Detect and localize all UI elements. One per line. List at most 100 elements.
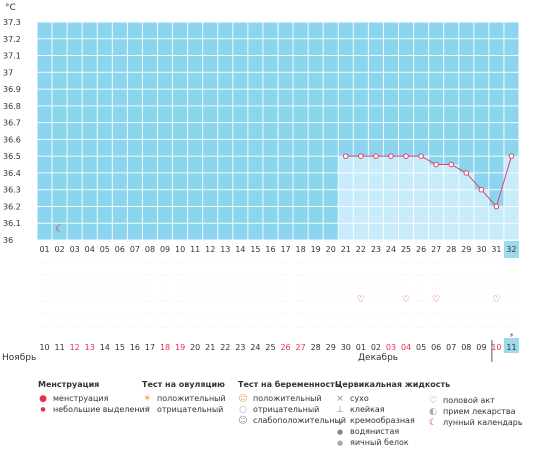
- y-tick-label: 36.9: [3, 85, 21, 94]
- y-tick-label: 37: [3, 68, 13, 77]
- chart-legend: Менструация ● менструация ● небольшие выде…: [38, 380, 548, 466]
- cycle-day-label: 28: [446, 245, 456, 254]
- y-tick-label: 36.7: [3, 119, 21, 128]
- date-label: 27: [296, 343, 306, 352]
- legend-item: лунный календарь: [443, 418, 523, 427]
- date-label: 24: [250, 343, 260, 352]
- y-tick-label: 37.2: [3, 35, 21, 44]
- month-label-november: Ноябрь: [2, 353, 37, 363]
- sun-icon: ☀: [142, 393, 152, 404]
- legend-item: водянистая: [350, 427, 400, 436]
- cycle-day-label: 02: [55, 245, 65, 254]
- cycle-day-label: 16: [265, 245, 275, 254]
- temperature-point: [418, 153, 424, 159]
- temperature-point: [433, 161, 439, 168]
- date-label: 10: [39, 343, 49, 352]
- date-label: 11: [506, 343, 516, 352]
- date-label: 12: [70, 343, 80, 352]
- y-tick-label: 36.1: [3, 219, 21, 228]
- date-label: 10: [491, 343, 501, 352]
- date-label: 04: [401, 343, 411, 352]
- y-tick-label: 37.3: [3, 18, 21, 27]
- legend-pregnancy: Тест на беременность ☺ положительный ○ отр…: [238, 380, 346, 426]
- temperature-point: [373, 153, 379, 159]
- temperature-point: [478, 186, 485, 193]
- circle-icon: ○: [239, 404, 247, 415]
- cross-icon: ×: [336, 393, 344, 404]
- cycle-day-label: 14: [235, 245, 245, 254]
- cycle-day-label: 08: [145, 245, 155, 254]
- intercourse-marker: ♡: [402, 295, 410, 305]
- legend-cervical: Цервикальная жидкость × сухо ⊥ клейкая ❟ кр…: [335, 380, 450, 448]
- temperature-bar: [428, 164, 444, 240]
- cycle-day-label: 15: [250, 245, 260, 254]
- grey-sun-icon: ☀: [142, 404, 152, 415]
- date-label: 07: [446, 343, 456, 352]
- cycle-day-label: 31: [491, 245, 501, 254]
- date-label: 06: [431, 343, 441, 352]
- temperature-point: [448, 161, 455, 168]
- pill-icon: ◐: [429, 406, 437, 417]
- egg-white-icon: ●: [336, 438, 344, 447]
- legend-pregnancy-title: Тест на беременность: [238, 380, 340, 389]
- date-label: 16: [130, 343, 140, 352]
- cycle-day-label: 29: [461, 245, 471, 254]
- date-label: 18: [160, 343, 170, 352]
- lunar-calendar-marker: ☾: [55, 224, 64, 235]
- y-tick-label: 37.1: [3, 52, 21, 61]
- cycle-day-label: 12: [205, 245, 215, 254]
- temperature-bar: [473, 189, 489, 240]
- legend-menstruation: Менструация ● менструация ● небольшие выде…: [38, 380, 150, 415]
- current-date-highlight: [503, 338, 519, 353]
- cycle-day-label: 25: [401, 245, 411, 254]
- legend-cervical-title: Цервикальная жидкость: [335, 380, 451, 389]
- temperature-point: [508, 153, 515, 159]
- cycle-day-label: 18: [296, 245, 306, 254]
- date-label: 01: [356, 343, 366, 352]
- cycle-day-label: 22: [356, 245, 366, 254]
- heart-icon: ♡: [428, 395, 438, 406]
- sticky-icon: ⊥: [336, 404, 344, 415]
- date-label: 22: [220, 343, 230, 352]
- drop-icon: ●: [39, 393, 47, 404]
- date-label: 19: [175, 343, 185, 352]
- legend-other: ♡ половой акт ◐ прием лекарства ☾ лунный ка…: [428, 395, 523, 428]
- cycle-day-label: 07: [130, 245, 140, 254]
- temperature-point: [342, 153, 349, 159]
- date-label: 23: [235, 343, 245, 352]
- legend-item: половой акт: [443, 396, 495, 405]
- cycle-day-label: 26: [416, 245, 426, 254]
- intercourse-marker: ♡: [357, 295, 365, 305]
- date-label: 02: [371, 343, 381, 352]
- legend-item: положительный: [253, 394, 322, 403]
- temperature-bar: [338, 156, 354, 240]
- cycle-day-label: 05: [100, 245, 110, 254]
- cycle-day-label: 17: [280, 245, 290, 254]
- smile-icon: ☺: [238, 393, 248, 404]
- cycle-day-label: 21: [341, 245, 351, 254]
- y-tick-label: 36.5: [3, 152, 21, 161]
- temperature-bar: [353, 156, 369, 240]
- date-label: 30: [341, 343, 351, 352]
- current-day-highlight: [503, 241, 519, 258]
- y-tick-label: 36.8: [3, 102, 21, 111]
- cycle-day-label: 24: [386, 245, 396, 254]
- y-tick-label: 36.6: [3, 135, 21, 144]
- cycle-day-label: 32: [506, 245, 516, 254]
- date-label: 09: [476, 343, 486, 352]
- legend-item: прием лекарства: [443, 407, 516, 416]
- date-label: 17: [145, 343, 155, 352]
- cycle-day-label: 01: [39, 245, 49, 254]
- intercourse-marker: ♡: [492, 295, 500, 305]
- cream-icon: ❟: [338, 415, 342, 426]
- intercourse-marker: ♡: [432, 295, 440, 305]
- temperature-bar: [398, 156, 414, 240]
- cycle-day-label: 13: [220, 245, 230, 254]
- half-smile-icon: ☺: [238, 415, 248, 426]
- cycle-day-label: 04: [85, 245, 95, 254]
- date-label: 28: [311, 343, 321, 352]
- legend-ovulation: Тест на овуляцию ☀ положительный ☀ отрицат…: [142, 380, 226, 415]
- y-tick-label: 36.2: [3, 202, 21, 211]
- legend-item: яичный белок: [350, 438, 409, 447]
- temperature-point: [403, 153, 409, 159]
